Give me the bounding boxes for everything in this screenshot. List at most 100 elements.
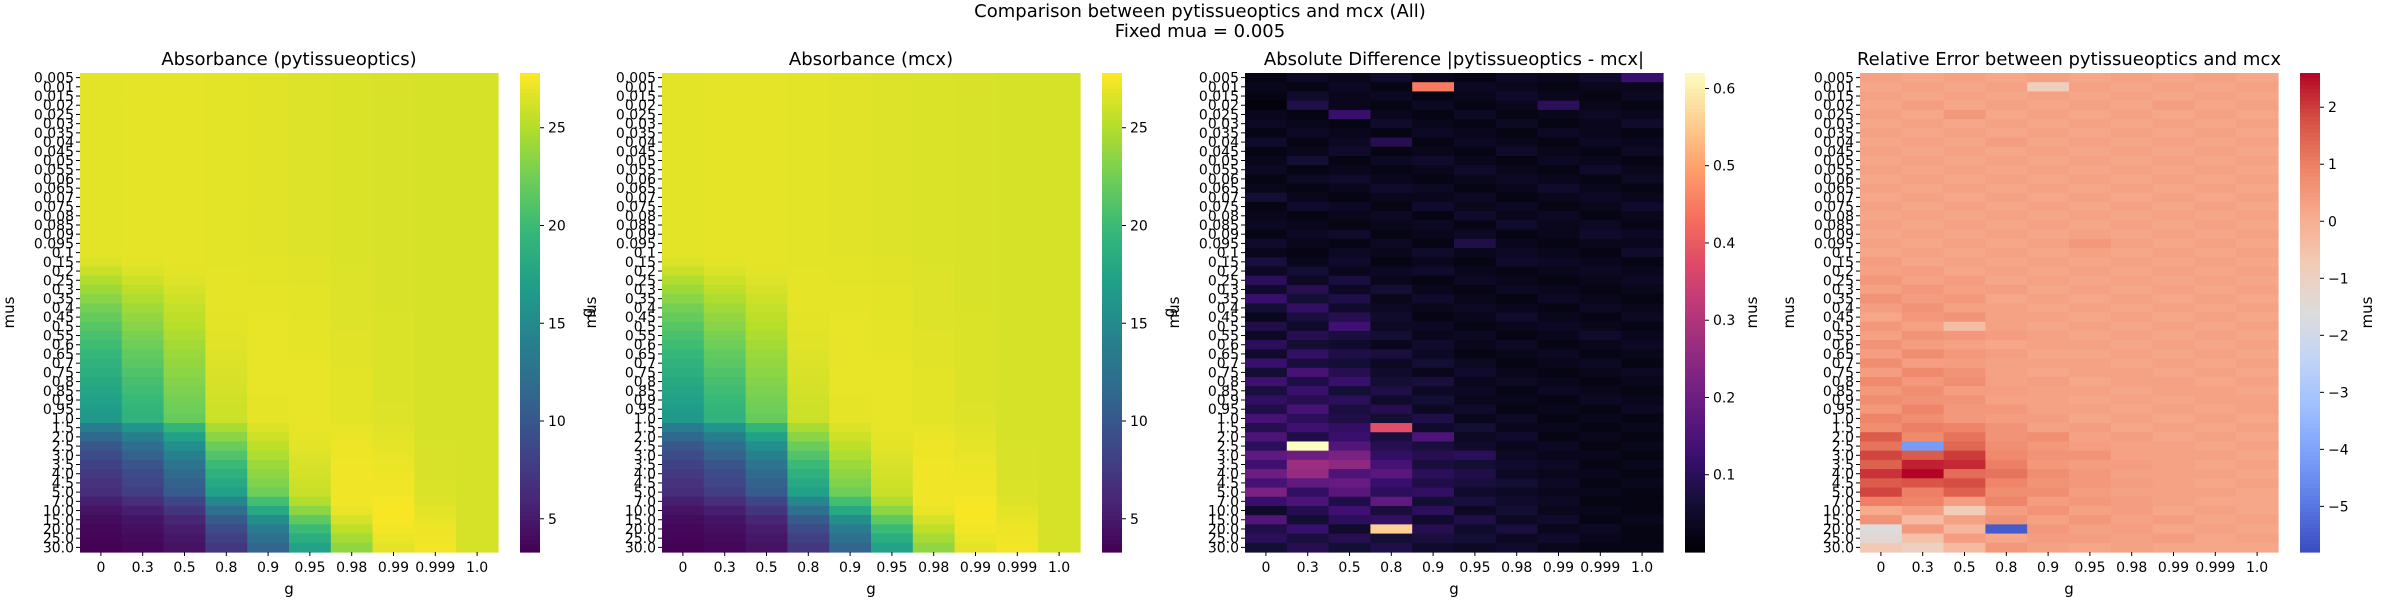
colorbar-segment [1685,504,1705,509]
y-tick-label: 20.0 [625,522,656,538]
heatmap-cell [2069,146,2112,157]
colorbar-segment [2300,304,2320,310]
heatmap-cell [1038,450,1081,461]
colorbar-segment [1685,444,1705,449]
heatmap-cell [787,321,830,332]
colorbar-segment [520,288,540,294]
heatmap-cell [1579,238,1622,249]
heatmap-cell [1412,340,1455,350]
heatmap-cell [289,330,332,341]
heatmap-cell [1286,450,1330,461]
heatmap-cell [121,404,165,415]
heatmap-cell [121,496,165,507]
heatmap-cell [912,109,956,120]
colorbar-segment [520,528,540,533]
heatmap-cell [2069,349,2112,360]
heatmap-cell [1370,386,1413,396]
heatmap-cell [954,146,997,157]
colorbar-segment [520,160,540,166]
heatmap-cell [745,238,788,249]
heatmap-cell [1286,404,1330,415]
heatmap-cell [1370,533,1413,544]
heatmap-cell [1985,128,2028,139]
colorbar-segment [2300,540,2320,545]
heatmap-cell [2027,441,2070,452]
colorbar-segment [1102,540,1122,545]
heatmap-cell [954,201,997,212]
colorbar-segment [1685,244,1705,250]
heatmap-cell [372,505,415,516]
heatmap-cell [787,266,830,277]
colorbar-segment [2300,268,2320,274]
heatmap-cell [2152,294,2195,304]
heatmap-cell [2152,128,2195,139]
heatmap-cell [1985,524,2028,535]
heatmap-cell [1328,220,1371,231]
heatmap-cell [1860,450,1903,461]
colorbar-segment [1685,480,1705,485]
heatmap-cell [2194,109,2237,120]
heatmap-cell [121,533,165,544]
colorbar-segment [2300,336,2320,342]
heatmap-cell [1985,469,2028,479]
heatmap-cell [2110,423,2154,433]
colorbar-segment [1102,396,1122,401]
heatmap-cell [1412,404,1455,415]
heatmap-cell [662,349,705,360]
heatmap-cell [703,183,747,194]
heatmap-cell [1328,155,1371,166]
heatmap-cell [205,441,248,452]
heatmap-cell [414,192,457,203]
heatmap-cell [829,404,872,415]
heatmap-cell [1579,109,1622,120]
y-tick-label: 7.0 [1832,494,1854,510]
heatmap-cell [2236,100,2279,111]
heatmap-cell [1621,469,1664,479]
colorbar-segment [520,84,540,90]
heatmap-cell [2194,423,2237,433]
heatmap-cell [1245,119,1288,129]
heatmap-cell [80,192,123,203]
heatmap-cell [1537,469,1580,479]
heatmap-cell [745,321,788,332]
colorbar-segment [1685,256,1705,262]
heatmap-cell [745,395,788,406]
y-axis-label: mus [0,296,18,328]
heatmap-cell [1286,432,1330,443]
heatmap-cell [1943,423,1986,433]
heatmap-cell [2027,294,2070,304]
heatmap-cell [456,238,499,249]
colorbar-segment [1685,284,1705,290]
colorbar-segment [1685,348,1705,354]
heatmap-cell [1286,284,1330,295]
heatmap-cell [372,165,415,175]
colorbar-segment [2300,92,2320,98]
colorbar-segment [1102,380,1122,385]
colorbar-segment [1102,536,1122,541]
heatmap-cell [662,330,705,341]
heatmap-cell [330,533,374,544]
heatmap-cell [2194,533,2237,544]
heatmap-cell [1985,137,2028,148]
heatmap-cell [996,330,1039,341]
heatmap-cell [1038,211,1081,221]
heatmap-cell [1901,487,1945,498]
heatmap-cell [996,174,1039,185]
heatmap-cell [954,404,997,415]
heatmap-cell [871,229,914,240]
heatmap-cell [1454,487,1497,498]
heatmap-cell [2069,100,2112,111]
heatmap-cell [703,478,747,489]
heatmap-cell [330,367,374,378]
colorbar-segment [520,332,540,338]
heatmap-cell [703,459,747,470]
colorbar-segment [1685,92,1705,98]
heatmap-cell [1901,395,1945,406]
colorbar-segment [520,73,540,78]
heatmap-cell [829,211,872,221]
heatmap-cell [2027,524,2070,535]
heatmap-cell [121,432,165,443]
heatmap-cell [1454,386,1497,396]
heatmap-cell [1245,165,1288,175]
heatmap-cell [1286,505,1330,516]
